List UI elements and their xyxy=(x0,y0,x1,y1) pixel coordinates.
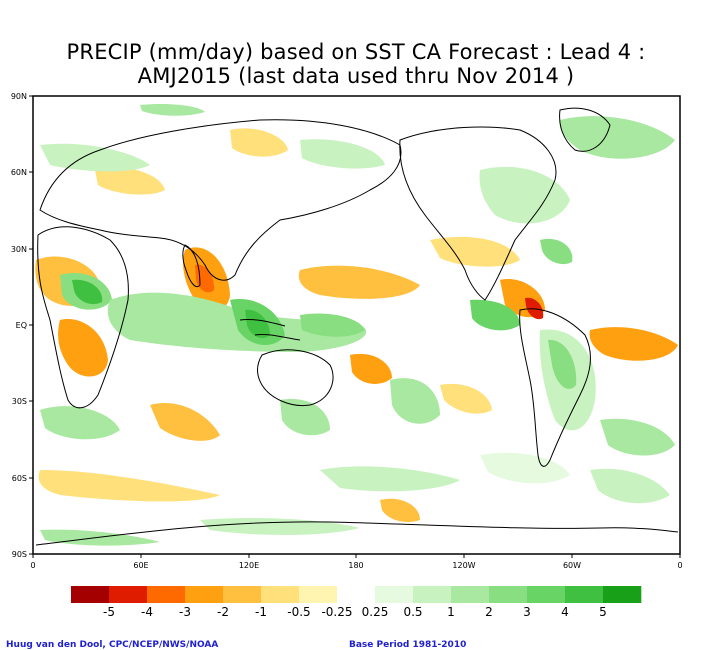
wet-region xyxy=(540,238,573,265)
maritime-continent-outline xyxy=(239,319,301,341)
lon-label: 0 xyxy=(677,561,682,570)
wet-region xyxy=(390,378,440,424)
lat-label: 90N xyxy=(11,92,27,101)
legend-label: 0.5 xyxy=(403,605,422,619)
legend-label: -5 xyxy=(103,605,115,619)
dry-region xyxy=(380,498,420,522)
legend-swatch xyxy=(299,586,338,603)
dry-region xyxy=(95,167,165,195)
legend-label: 0.25 xyxy=(362,605,389,619)
lon-label: 60E xyxy=(133,561,148,570)
legend-label: 5 xyxy=(599,605,607,619)
axis-ticks xyxy=(29,95,681,558)
south-america-outline xyxy=(519,308,591,467)
color-legend: -5 -4 -3 -2 -1 -0.5 -0.25 0.25 0.5 1 2 3 4 5 xyxy=(71,586,642,619)
lat-label: EQ xyxy=(16,321,27,330)
legend-swatch xyxy=(337,586,376,603)
legend-swatch xyxy=(261,586,300,603)
antarctica-outline xyxy=(35,521,679,546)
legend-swatch xyxy=(489,586,528,603)
india-outline xyxy=(182,244,201,288)
legend-label: 4 xyxy=(561,605,569,619)
lon-label: 120E xyxy=(239,561,259,570)
lon-label: 120W xyxy=(452,561,475,570)
lat-label: 90S xyxy=(12,550,27,559)
australia-outline xyxy=(257,349,334,407)
legend-label: -0.5 xyxy=(287,605,310,619)
lat-label: 30S xyxy=(12,397,27,406)
legend-label: -0.25 xyxy=(321,605,352,619)
north-america-outline xyxy=(399,126,557,301)
dry-region xyxy=(440,383,492,414)
lat-label: 60S xyxy=(12,474,27,483)
dry-region xyxy=(589,327,678,361)
wet-region xyxy=(590,468,670,504)
wet-region xyxy=(280,399,330,436)
lat-label: 30N xyxy=(11,245,27,254)
precip-anomaly-fields xyxy=(35,103,678,546)
greenland-outline xyxy=(559,107,611,152)
legend-swatch xyxy=(109,586,148,603)
legend-label: -4 xyxy=(141,605,153,619)
base-period-note: Base Period 1981-2010 xyxy=(349,640,467,650)
legend-swatch xyxy=(223,586,262,603)
wet-region xyxy=(72,279,103,305)
legend-swatch xyxy=(603,586,642,603)
credit-author: Huug van den Dool, CPC/NCEP/NWS/NOAA xyxy=(6,640,219,650)
legend-label: -3 xyxy=(179,605,191,619)
wet-region xyxy=(300,313,365,337)
legend-label: 2 xyxy=(485,605,493,619)
legend-label: -1 xyxy=(255,605,267,619)
legend-swatch xyxy=(527,586,566,603)
wet-region xyxy=(40,143,150,172)
wet-region xyxy=(548,339,577,389)
wet-region xyxy=(470,299,520,331)
legend-swatch xyxy=(147,586,186,603)
map-title-line2: AMJ2015 (last data used thru Nov 2014 ) xyxy=(137,64,575,88)
legend-swatch xyxy=(413,586,452,603)
legend-swatch xyxy=(565,586,604,603)
dry-region xyxy=(58,319,108,377)
dry-region xyxy=(430,236,520,267)
lat-label: 60N xyxy=(11,168,27,177)
continent-outlines xyxy=(35,107,679,546)
wet-region xyxy=(600,418,675,456)
wet-region xyxy=(140,103,205,116)
lon-label: 0 xyxy=(30,561,35,570)
map-title-line1: PRECIP (mm/day) based on SST CA Forecast… xyxy=(66,40,646,64)
legend-label: 3 xyxy=(523,605,531,619)
legend-label: -2 xyxy=(217,605,229,619)
legend-swatch xyxy=(71,586,110,603)
legend-label: 1 xyxy=(447,605,455,619)
eurasia-outline xyxy=(39,119,402,281)
dry-region xyxy=(298,265,420,299)
wet-region xyxy=(300,139,385,169)
dry-region xyxy=(350,353,392,384)
wet-region xyxy=(245,309,270,339)
wet-region xyxy=(479,166,570,224)
legend-swatch xyxy=(451,586,490,603)
dry-region xyxy=(38,470,220,502)
lon-label: 180 xyxy=(348,561,363,570)
wet-region xyxy=(40,406,120,440)
legend-swatch xyxy=(185,586,224,603)
wet-region xyxy=(480,452,570,484)
dry-region xyxy=(150,403,220,441)
wet-region xyxy=(559,116,675,159)
wet-region xyxy=(320,466,460,492)
legend-swatch xyxy=(375,586,414,603)
dry-region xyxy=(230,128,288,157)
africa-outline xyxy=(37,226,129,409)
lon-label: 60W xyxy=(563,561,581,570)
